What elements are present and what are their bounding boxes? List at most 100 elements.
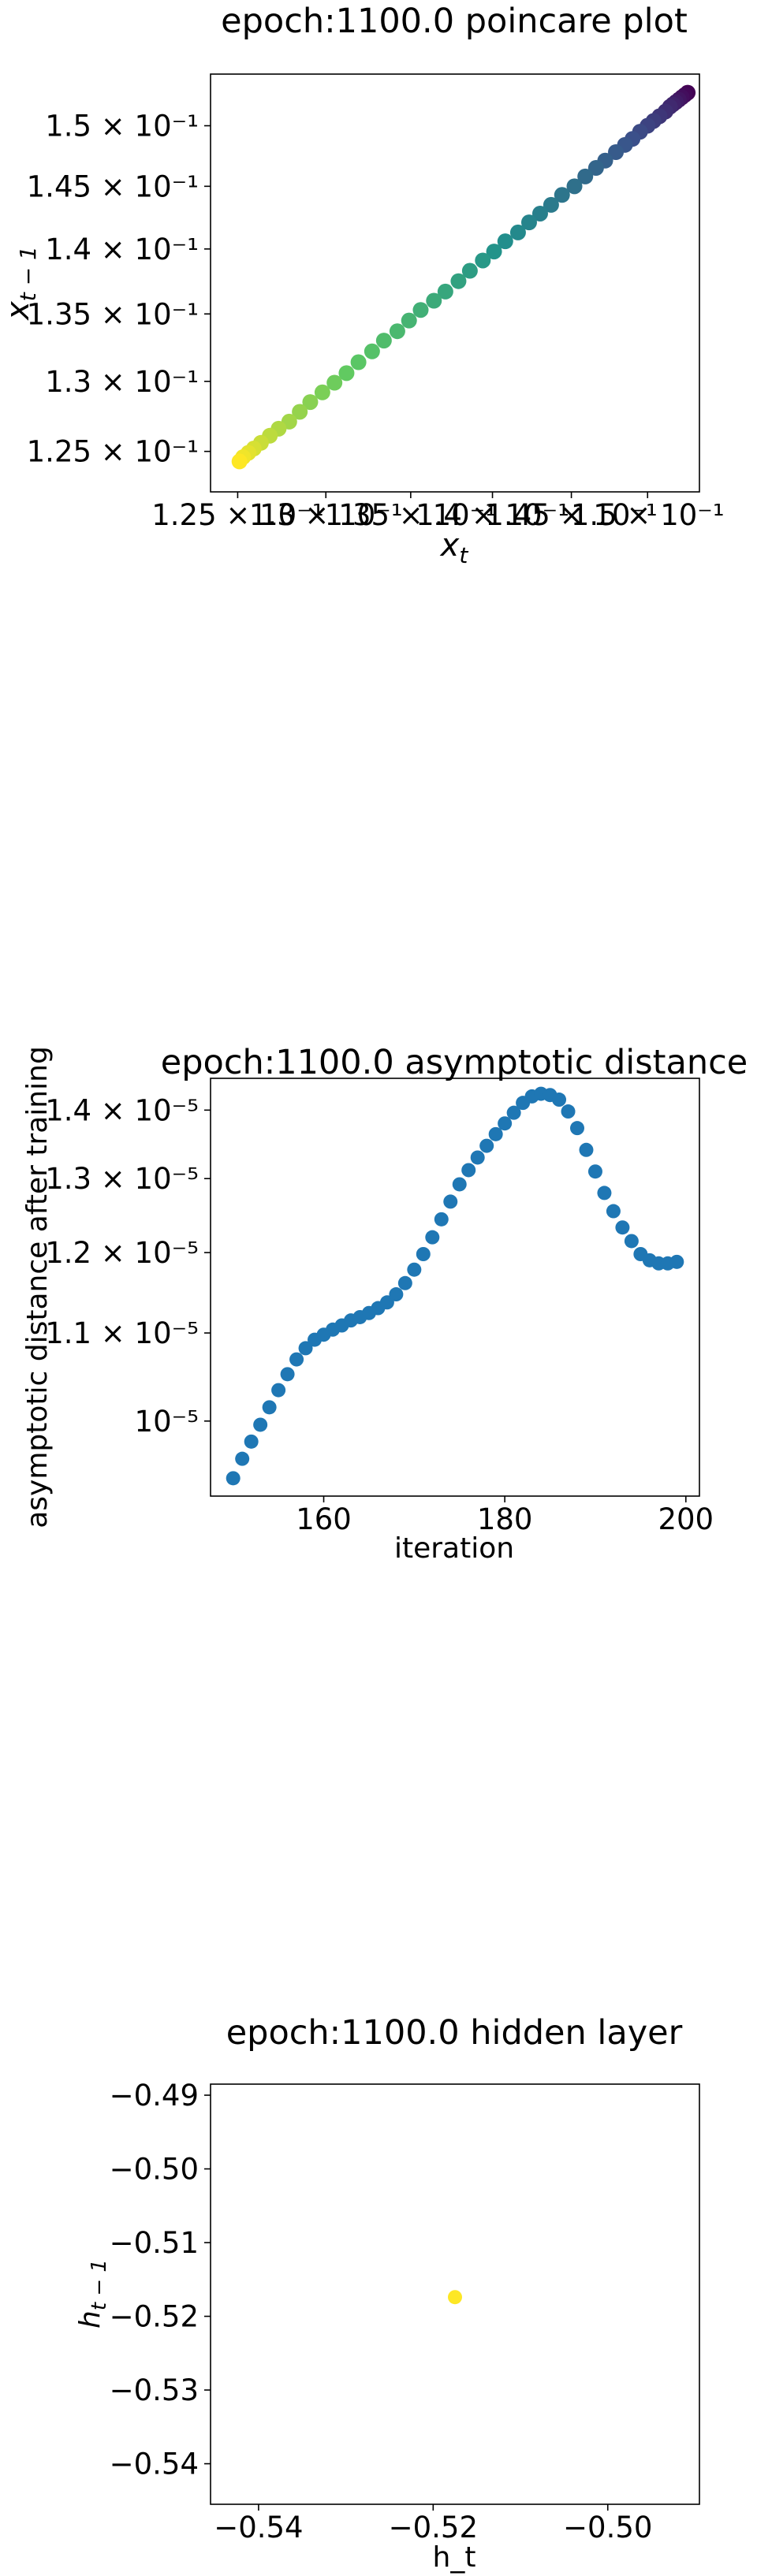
poincare-point	[401, 312, 417, 329]
poincare-y-tick-label: 1.5 × 10⁻¹	[45, 110, 199, 143]
asymptotic-plot-frame	[210, 1078, 700, 1497]
poincare-point	[375, 333, 392, 349]
asymptotic-x-axis-label: iteration	[394, 1532, 514, 1565]
hidden-layer-title: epoch:1100.0 hidden layer	[226, 2013, 683, 2053]
hidden-layer-y-tick-label: −0.50	[110, 2153, 199, 2187]
poincare-points	[231, 84, 696, 470]
hidden-layer-points	[448, 2290, 462, 2305]
poincare-y-axis-label: xt − 1	[0, 246, 41, 322]
poincare-x-tick-label: 1.4 × 10⁻¹	[416, 498, 569, 532]
asymptotic-point	[561, 1104, 576, 1119]
hidden-layer-x-tick-label: −0.54	[214, 2511, 303, 2544]
poincare-y-tick-label: 1.45 × 10⁻¹	[27, 169, 199, 203]
poincare-point	[389, 323, 405, 340]
asymptotic-x-tick-label: 200	[658, 1502, 714, 1536]
hidden-layer-y-tick-label: −0.49	[110, 2079, 199, 2113]
asymptotic-point	[579, 1142, 594, 1157]
poincare-point	[486, 244, 502, 260]
asymptotic-point	[235, 1451, 250, 1466]
asymptotic-point	[552, 1093, 567, 1107]
asymptotic-point	[470, 1150, 485, 1165]
asymptotic-point	[244, 1434, 259, 1449]
poincare-y-tick-label: 1.4 × 10⁻¹	[45, 233, 199, 266]
poincare-point	[292, 404, 308, 420]
hidden-layer-y-tick-label: −0.53	[110, 2373, 199, 2407]
asymptotic-x-axis: 160 180 200	[296, 1496, 714, 1536]
asymptotic-point	[379, 1295, 394, 1310]
asymptotic-y-axis-label: asymptotic distance after training	[21, 1046, 54, 1528]
asymptotic-y-tick-label: 1.4 × 10⁻⁵	[45, 1093, 199, 1127]
hidden-layer-y-tick-label: −0.51	[110, 2226, 199, 2260]
asymptotic-y-axis: 10⁻⁵ 1.1 × 10⁻⁵ 1.2 × 10⁻⁵ 1.3 × 10⁻⁵ 1.4 × …	[45, 1093, 211, 1439]
poincare-point	[554, 187, 570, 203]
poincare-y-tick-label: 1.3 × 10⁻¹	[45, 365, 199, 399]
poincare-point	[350, 354, 367, 370]
hidden-layer-y-axis: −0.54 −0.53 −0.52 −0.51 −0.50 −0.49	[110, 2079, 211, 2481]
hidden-layer-y-tick-label: −0.54	[110, 2448, 199, 2481]
asymptotic-point	[289, 1352, 304, 1367]
asymptotic-point	[624, 1234, 639, 1249]
hidden-layer-y-tick-label: −0.52	[110, 2300, 199, 2334]
asymptotic-point	[298, 1341, 313, 1356]
poincare-point	[231, 453, 248, 470]
asymptotic-title: epoch:1100.0 asymptotic distance	[161, 1043, 748, 1082]
poincare-plot-frame	[210, 73, 700, 493]
asymptotic-point	[262, 1400, 277, 1415]
hidden-layer-x-axis: −0.54 −0.52 −0.50	[214, 2504, 652, 2544]
hidden-layer-x-tick-label: −0.52	[389, 2511, 478, 2544]
hidden-layer-chart: epoch:1100.0 hidden layer −0.54 −0.52 −0.5…	[74, 2013, 700, 2574]
asymptotic-y-tick-label: 1.2 × 10⁻⁵	[45, 1236, 199, 1270]
poincare-point	[450, 273, 467, 289]
poincare-point	[475, 252, 491, 269]
poincare-point	[531, 205, 548, 221]
hidden-layer-x-axis-label: h_t	[433, 2541, 476, 2574]
asymptotic-point	[443, 1194, 458, 1209]
poincare-point	[566, 178, 583, 195]
poincare-point	[587, 160, 604, 177]
poincare-x-tick-label: 1.25 × 10⁻¹	[151, 498, 323, 532]
poincare-point	[302, 394, 319, 411]
poincare-x-axis-label: xt	[439, 527, 469, 568]
asymptotic-chart: epoch:1100.0 asymptotic distance 160 180 2…	[21, 1043, 748, 1565]
asymptotic-point	[416, 1247, 431, 1261]
asymptotic-point	[669, 1254, 684, 1269]
poincare-point	[364, 343, 380, 359]
poincare-point	[577, 168, 594, 184]
poincare-x-tick-label: 1.5 × 10⁻¹	[571, 498, 725, 532]
asymptotic-point	[615, 1220, 630, 1235]
poincare-title: epoch:1100.0 poincare plot	[221, 2, 688, 41]
asymptotic-point	[226, 1471, 241, 1486]
asymptotic-point	[253, 1417, 268, 1432]
asymptotic-point	[452, 1177, 467, 1192]
asymptotic-point	[461, 1163, 476, 1178]
poincare-point	[461, 262, 478, 279]
asymptotic-point	[488, 1126, 503, 1141]
asymptotic-point	[587, 1164, 602, 1179]
poincare-point	[338, 365, 355, 382]
poincare-point	[426, 292, 442, 309]
asymptotic-point	[506, 1105, 521, 1120]
hidden-layer-point	[448, 2290, 462, 2305]
asymptotic-point	[597, 1186, 612, 1201]
asymptotic-points	[226, 1086, 684, 1486]
asymptotic-x-tick-label: 180	[477, 1502, 533, 1536]
poincare-y-axis: 1.25 × 10⁻¹ 1.3 × 10⁻¹ 1.35 × 10⁻¹ 1.4 × 10…	[27, 110, 211, 469]
poincare-point	[520, 214, 537, 231]
asymptotic-point	[389, 1287, 404, 1302]
asymptotic-x-tick-label: 160	[296, 1502, 352, 1536]
hidden-layer-plot-frame	[210, 2083, 700, 2505]
asymptotic-point	[271, 1383, 286, 1398]
asymptotic-point	[434, 1212, 449, 1227]
asymptotic-point	[479, 1138, 494, 1153]
asymptotic-point	[280, 1367, 295, 1382]
poincare-point	[314, 384, 330, 400]
asymptotic-point	[397, 1275, 412, 1290]
poincare-point	[608, 144, 625, 160]
asymptotic-y-tick-label: 1.3 × 10⁻⁵	[45, 1162, 199, 1196]
poincare-point	[326, 374, 343, 391]
asymptotic-y-tick-label: 1.1 × 10⁻⁵	[45, 1316, 199, 1350]
asymptotic-point	[407, 1262, 422, 1277]
asymptotic-point	[425, 1230, 440, 1245]
asymptotic-point	[606, 1204, 621, 1219]
